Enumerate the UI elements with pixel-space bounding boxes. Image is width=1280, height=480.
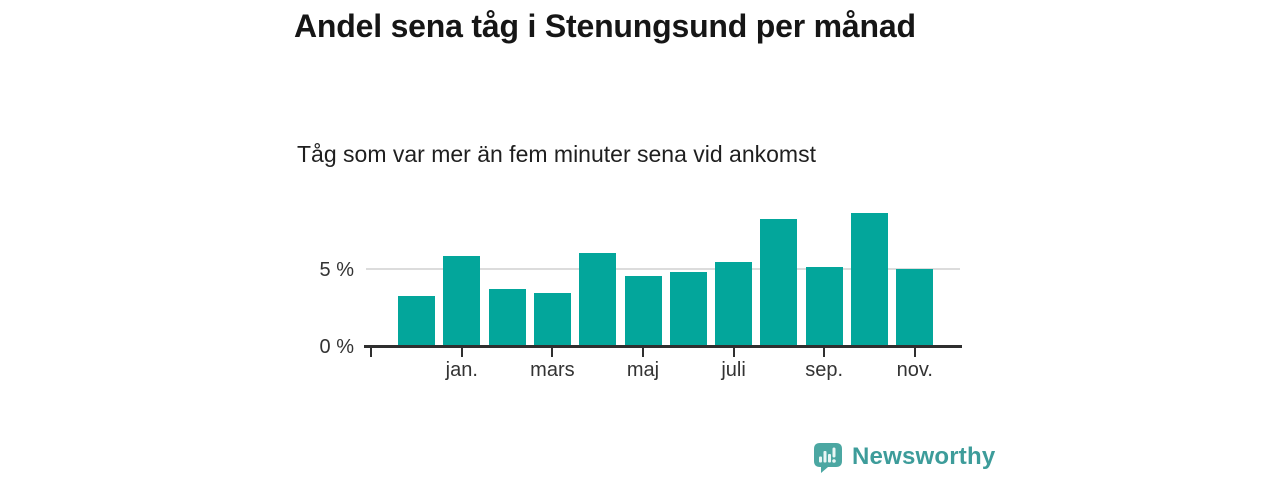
chart-subtitle: Tåg som var mer än fem minuter sena vid …: [297, 141, 816, 167]
bar: [805, 266, 843, 346]
x-axis-tick: [460, 348, 463, 357]
bar: [533, 293, 571, 346]
y-tick-label: 5 %: [319, 258, 354, 281]
bar: [443, 256, 481, 346]
bar: [715, 262, 753, 346]
chart-title: Andel sena tåg i Stenungsund per månad: [294, 8, 916, 44]
x-axis-line: [364, 345, 962, 348]
x-tick-label: juli: [721, 359, 746, 381]
bar: [669, 271, 707, 346]
x-tick-label: nov.: [896, 359, 933, 381]
newsworthy-brand-lockup[interactable]: Newsworthy: [814, 443, 995, 473]
bar: [579, 253, 617, 346]
bar: [896, 268, 934, 346]
x-axis-tick: [642, 348, 644, 357]
x-tick-label: mars: [530, 359, 575, 381]
x-axis-tick: [551, 348, 554, 357]
bar: [760, 218, 798, 346]
bar: [851, 212, 888, 346]
bar: [398, 296, 435, 346]
x-axis-tick: [732, 348, 735, 357]
x-axis-tick: [823, 348, 826, 357]
bar: [488, 288, 526, 346]
newsworthy-logo-icon: [814, 443, 842, 473]
bar: [624, 276, 662, 347]
x-tick-label: jan.: [445, 359, 478, 381]
x-tick-label: maj: [626, 359, 660, 381]
x-axis-tick: [913, 348, 916, 357]
x-axis-start-tick: [370, 348, 372, 357]
y-tick-label: 0 %: [319, 336, 354, 358]
x-tick-label: sep.: [805, 359, 844, 381]
newsworthy-brand-name: Newsworthy: [852, 443, 996, 470]
gridline: [366, 267, 960, 270]
